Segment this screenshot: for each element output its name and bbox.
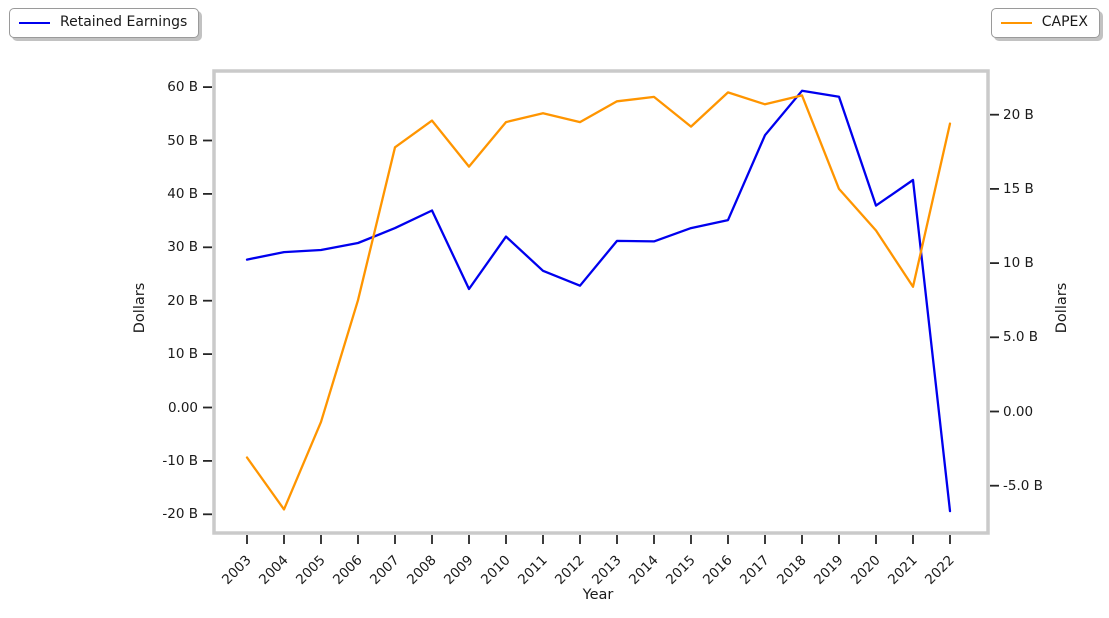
legend-capex: CAPEX: [990, 8, 1100, 38]
retained-earnings-legend-line-icon: [19, 21, 50, 24]
plot-frame: [212, 69, 990, 535]
left-axis-tick-label: 0.00: [167, 399, 198, 416]
retained-earnings-line: [245, 89, 952, 513]
left-axis-tick-label: 40 B: [167, 185, 198, 202]
x-axis-title: Year: [582, 587, 614, 603]
left-axis-tick-label: 60 B: [167, 79, 198, 96]
right-axis-tick-label: 20 B: [1003, 106, 1034, 123]
right-axis-tick-label: 0.00: [1003, 403, 1034, 420]
capex-legend-line-icon: [1000, 21, 1032, 24]
left-axis-tick-label: 50 B: [167, 132, 198, 149]
legend-retained-earnings: Retained Earnings: [9, 8, 200, 38]
left-axis-tick-label: 20 B: [167, 292, 198, 309]
left-axis-tick-label: 10 B: [167, 346, 198, 363]
left-axis-tick-label: -10 B: [162, 452, 198, 469]
left-axis-tick-label: -20 B: [162, 506, 198, 523]
legend-retained-earnings-label: Retained Earnings: [60, 14, 188, 30]
right-axis-tick-label: 15 B: [1003, 180, 1034, 197]
capex-line: [245, 91, 952, 511]
left-axis-tick-label: 30 B: [167, 239, 198, 256]
right-axis-tick-label: -5.0 B: [1003, 477, 1043, 494]
legend-capex-label: CAPEX: [1041, 14, 1088, 30]
right-axis-tick-label: 5.0 B: [1003, 329, 1039, 346]
right-axis-tick-label: 10 B: [1003, 255, 1034, 272]
